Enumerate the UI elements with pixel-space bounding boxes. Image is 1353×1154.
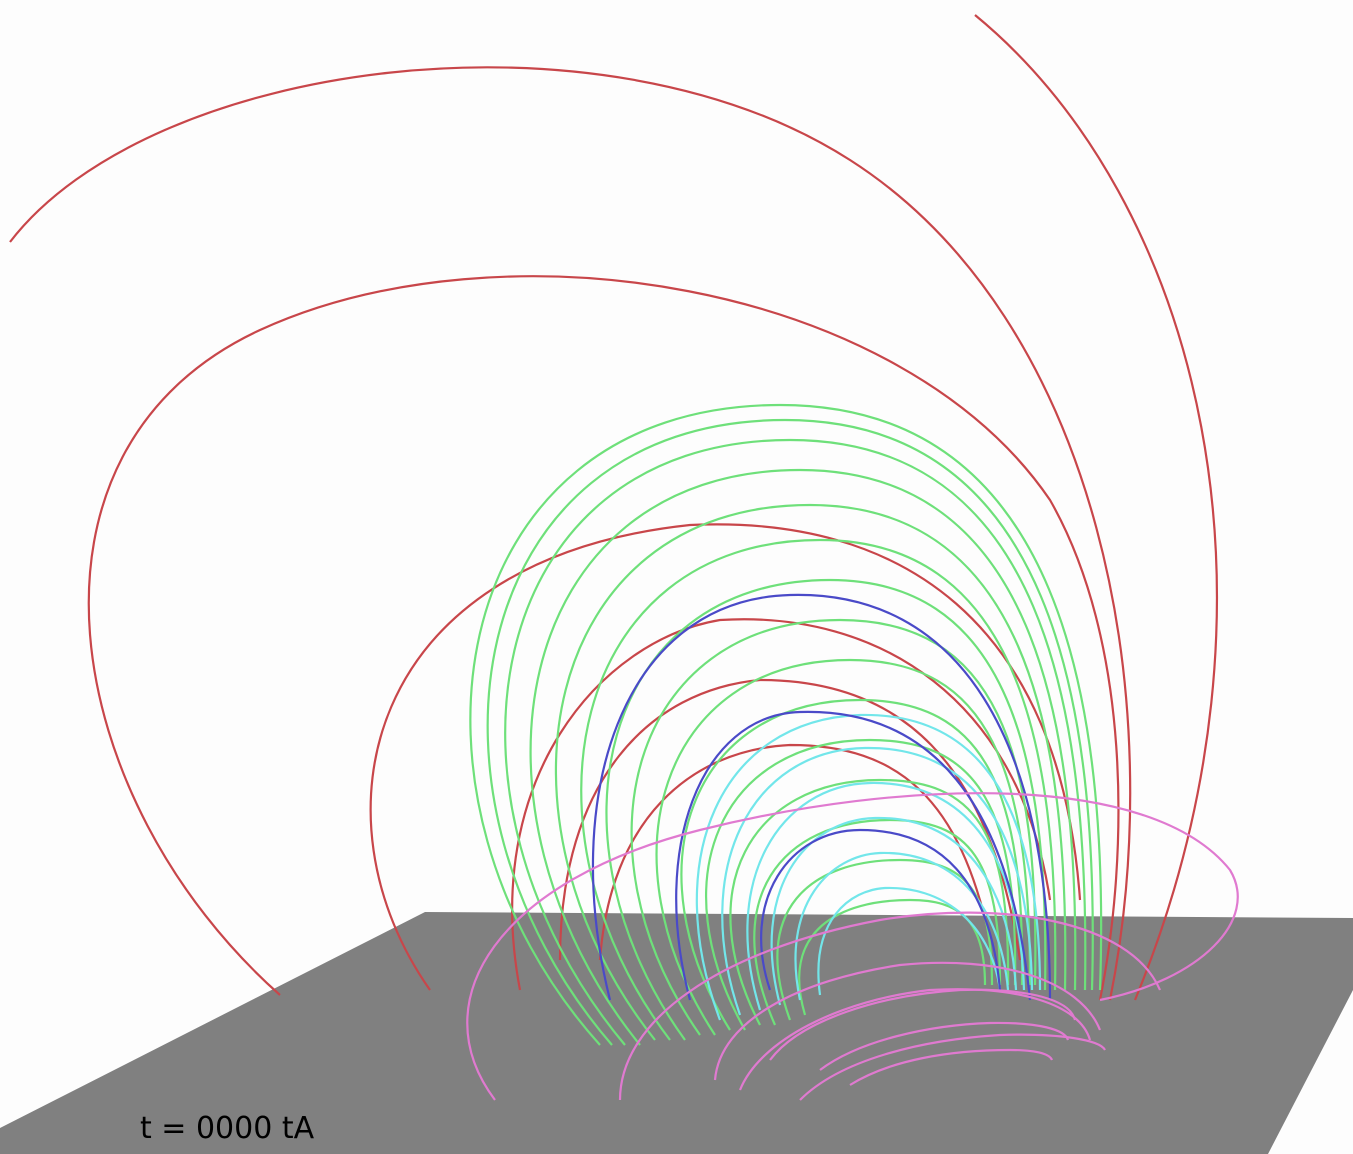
field-line-render: t = 0000 tA <box>0 0 1353 1154</box>
time-label: t = 0000 tA <box>140 1111 315 1146</box>
